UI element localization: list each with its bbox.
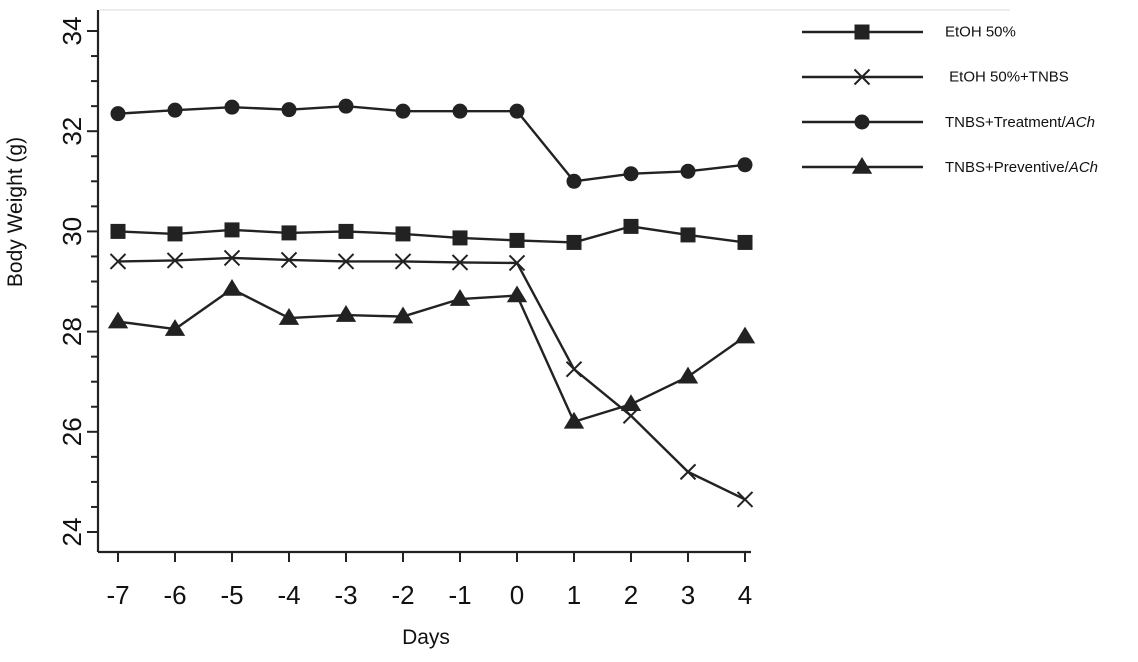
data-point bbox=[107, 311, 129, 329]
data-point bbox=[338, 98, 354, 114]
y-axis-title: Body Weight (g) bbox=[4, 137, 27, 287]
x-tick-label: 3 bbox=[681, 580, 695, 610]
x-tick-label: -7 bbox=[106, 580, 129, 610]
data-point bbox=[223, 249, 241, 267]
data-point bbox=[337, 253, 355, 270]
legend-label: EtOH 50% bbox=[945, 24, 1016, 41]
data-point bbox=[565, 360, 583, 378]
data-point bbox=[281, 225, 297, 241]
series-triangle bbox=[107, 279, 756, 429]
legend-item: TNBS+Preventive/ACh bbox=[802, 156, 1098, 176]
x-tick-label: -5 bbox=[220, 580, 243, 610]
x-tick-label: 2 bbox=[624, 580, 638, 610]
data-point bbox=[392, 306, 414, 324]
series-circle bbox=[110, 98, 753, 189]
data-point bbox=[449, 289, 471, 306]
data-point bbox=[167, 102, 183, 118]
data-point bbox=[563, 411, 585, 429]
plot-area bbox=[107, 98, 756, 508]
series-line bbox=[117, 225, 746, 244]
legend-label: TNBS+Treatment/ACh bbox=[945, 114, 1095, 131]
data-point bbox=[338, 223, 354, 239]
data-point bbox=[335, 305, 357, 322]
data-point bbox=[737, 157, 753, 173]
x-tick-label: -3 bbox=[334, 580, 357, 610]
data-point bbox=[110, 223, 126, 239]
data-point bbox=[508, 254, 526, 272]
y-tick-label: 24 bbox=[57, 518, 87, 547]
x-tick-label: 0 bbox=[510, 580, 524, 610]
data-point bbox=[452, 230, 468, 246]
series-x bbox=[109, 249, 754, 508]
data-point bbox=[509, 232, 525, 248]
y-tick-label: 28 bbox=[57, 317, 87, 346]
data-point bbox=[680, 163, 696, 179]
data-point bbox=[566, 234, 582, 250]
y-tick-label: 34 bbox=[57, 17, 87, 46]
data-point bbox=[278, 308, 300, 325]
data-point bbox=[395, 103, 411, 119]
data-point bbox=[109, 253, 127, 270]
data-point bbox=[281, 102, 297, 118]
series-line bbox=[117, 256, 746, 501]
series-line bbox=[117, 104, 746, 183]
legend-label: EtOH 50%+TNBS bbox=[945, 69, 1069, 86]
data-point bbox=[224, 222, 240, 238]
x-tick-label: -1 bbox=[448, 580, 471, 610]
data-point bbox=[166, 252, 184, 269]
data-point bbox=[680, 227, 696, 243]
data-point bbox=[167, 226, 183, 242]
data-point bbox=[394, 253, 412, 270]
x-tick-label: -6 bbox=[163, 580, 186, 610]
data-point bbox=[221, 279, 243, 296]
legend-label: TNBS+Preventive/ACh bbox=[945, 159, 1098, 176]
data-point bbox=[679, 463, 697, 481]
data-point bbox=[734, 326, 756, 344]
y-tick-label: 26 bbox=[57, 417, 87, 446]
legend-item: EtOH 50%+TNBS bbox=[802, 69, 1069, 86]
x-tick-label: 1 bbox=[567, 580, 581, 610]
data-point bbox=[677, 366, 699, 384]
data-point bbox=[452, 103, 468, 119]
legend-item: EtOH 50% bbox=[802, 24, 1016, 41]
data-point bbox=[736, 491, 754, 508]
data-point bbox=[566, 173, 582, 189]
data-point bbox=[623, 166, 639, 182]
legend-item: TNBS+Treatment/ACh bbox=[802, 114, 1095, 131]
x-tick-label: -2 bbox=[391, 580, 414, 610]
data-point bbox=[509, 103, 525, 119]
x-tick-label: -4 bbox=[277, 580, 300, 610]
y-tick-label: 32 bbox=[57, 117, 87, 146]
data-point bbox=[620, 394, 642, 412]
series-line bbox=[117, 287, 746, 423]
legend-marker-triangle bbox=[851, 156, 873, 174]
data-point bbox=[224, 99, 240, 115]
data-point bbox=[451, 254, 469, 271]
data-point bbox=[164, 319, 186, 336]
y-tick-label: 30 bbox=[57, 217, 87, 246]
legend: EtOH 50% EtOH 50%+TNBS TNBS+Treatment/ACh… bbox=[802, 24, 1098, 176]
data-point bbox=[737, 234, 753, 250]
data-point bbox=[506, 285, 528, 303]
x-axis-title: Days bbox=[402, 626, 450, 649]
data-point bbox=[110, 106, 126, 122]
data-point bbox=[623, 218, 639, 234]
legend-marker-square bbox=[854, 24, 870, 40]
legend-marker-circle bbox=[854, 114, 870, 130]
legend-marker-x bbox=[853, 68, 871, 86]
series-square bbox=[110, 218, 753, 250]
x-tick-label: 4 bbox=[738, 580, 752, 610]
y-axis: 24 26 28 30 32 34 bbox=[57, 10, 100, 552]
x-axis: -7 -6 -5 -4 -3 -2 -1 0 1 2 3 4 bbox=[98, 550, 752, 610]
data-point bbox=[280, 251, 298, 269]
data-point bbox=[395, 226, 411, 242]
